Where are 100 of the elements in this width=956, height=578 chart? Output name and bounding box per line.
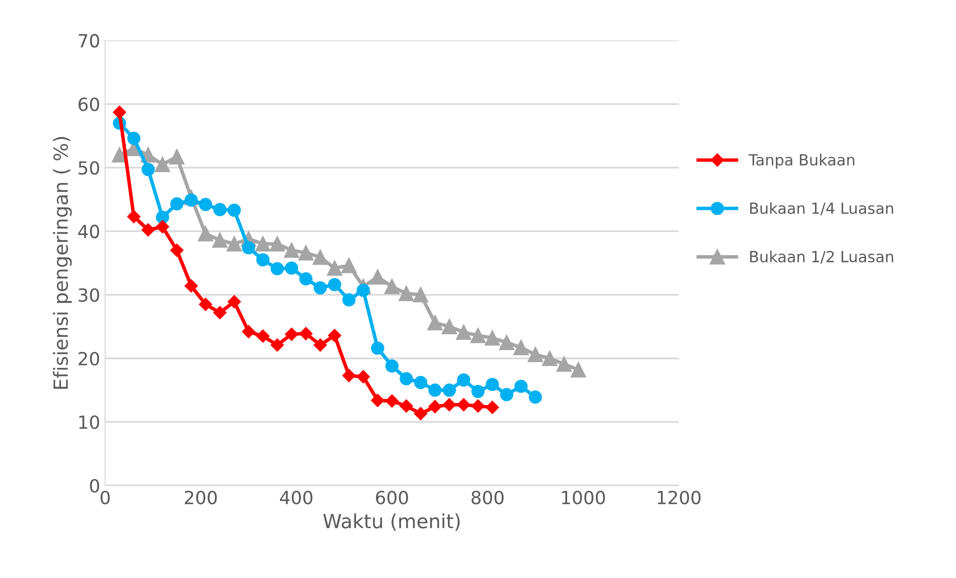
point	[442, 318, 457, 334]
point	[270, 262, 284, 276]
point	[284, 328, 298, 341]
point	[112, 106, 126, 119]
point	[314, 338, 327, 352]
point	[486, 378, 499, 392]
point	[342, 293, 356, 306]
point	[384, 278, 400, 294]
point	[484, 330, 500, 346]
point	[542, 350, 558, 366]
point	[442, 398, 456, 412]
point	[371, 394, 384, 407]
legend-label: Tanpa Bukaan	[748, 154, 854, 169]
point	[328, 328, 342, 342]
y-tick-label: 60	[78, 98, 100, 112]
point	[528, 390, 542, 404]
point	[427, 315, 443, 330]
point	[442, 384, 456, 397]
x-tick-label: 800	[472, 490, 504, 504]
x-tick-label: 0	[100, 490, 110, 504]
point	[242, 325, 256, 338]
point	[428, 400, 442, 414]
point	[127, 132, 140, 145]
x-tick-label: 400	[280, 490, 312, 504]
point	[284, 242, 300, 258]
point	[400, 399, 413, 413]
point	[471, 384, 485, 398]
point	[270, 236, 285, 252]
point	[500, 388, 514, 402]
point	[413, 287, 428, 302]
point	[342, 368, 356, 382]
point	[570, 362, 586, 378]
point	[414, 407, 428, 420]
y-tick-label: 40	[78, 224, 100, 238]
legend-label: Bukaan 1/2 Luasan	[750, 250, 894, 264]
point	[486, 400, 499, 414]
point	[471, 399, 485, 413]
point	[470, 328, 486, 344]
point	[156, 220, 170, 234]
point	[385, 394, 399, 408]
point	[169, 149, 184, 164]
point	[198, 226, 214, 242]
point	[184, 193, 198, 207]
y-tick-label: 20	[78, 352, 100, 366]
point	[256, 253, 270, 266]
point	[428, 384, 442, 397]
y-tick-label: 50	[78, 161, 100, 175]
point	[270, 338, 284, 352]
point	[228, 204, 241, 217]
point	[256, 330, 270, 343]
point	[528, 346, 543, 362]
point	[198, 298, 212, 311]
point	[385, 359, 399, 373]
point	[299, 326, 313, 340]
y-axis-title: Efisiensi pengeringan ( %)	[52, 137, 72, 389]
point	[356, 370, 370, 384]
point	[154, 156, 170, 172]
point	[312, 250, 328, 265]
point	[499, 334, 514, 350]
point	[556, 356, 572, 372]
point	[414, 376, 428, 390]
point	[184, 279, 198, 292]
point	[400, 372, 413, 386]
point	[213, 202, 226, 216]
point	[226, 236, 242, 252]
point	[456, 324, 472, 340]
point	[514, 380, 528, 393]
point	[513, 340, 529, 356]
point	[356, 284, 370, 297]
point	[341, 258, 357, 274]
point	[370, 269, 386, 285]
point	[284, 261, 298, 275]
point	[213, 306, 226, 320]
y-tick-label: 30	[78, 288, 100, 302]
x-axis-title: Waktu (menit)	[323, 513, 460, 531]
point	[255, 236, 271, 252]
y-tick-label: 10	[79, 415, 100, 430]
point	[299, 272, 313, 286]
x-tick-label: 600	[376, 490, 408, 504]
point	[457, 373, 470, 387]
point	[212, 232, 228, 248]
point	[156, 210, 170, 224]
point	[142, 223, 155, 237]
x-tick-label: 1000	[562, 490, 605, 504]
point	[198, 198, 212, 212]
point	[328, 278, 342, 292]
x-tick-label: 200	[184, 490, 217, 504]
point	[314, 281, 327, 294]
point	[170, 197, 184, 210]
point	[371, 342, 384, 355]
point	[326, 260, 342, 276]
point	[127, 210, 140, 224]
y-tick-label: 0	[90, 478, 100, 493]
point	[142, 162, 155, 176]
point	[398, 286, 414, 302]
point	[242, 241, 256, 254]
point	[228, 295, 241, 308]
legend-label: Bukaan 1/4 Luasan	[750, 202, 894, 216]
point	[298, 245, 314, 260]
point	[170, 244, 184, 257]
